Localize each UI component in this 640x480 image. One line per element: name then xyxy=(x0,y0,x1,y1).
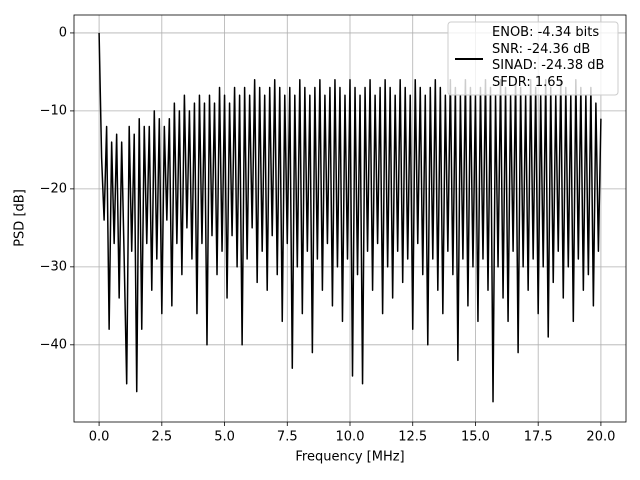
plot-frame xyxy=(73,14,627,423)
series-line xyxy=(98,32,602,403)
y-tick-label: 0 xyxy=(59,25,67,40)
legend-label: ENOB: -4.34 bits SNR: -24.36 dB SINAD: -… xyxy=(492,25,605,90)
legend-box xyxy=(447,21,619,96)
x-tick-label: 20.0 xyxy=(586,430,615,445)
x-tick-label: 17.5 xyxy=(524,430,553,445)
x-tick-label: 12.5 xyxy=(398,430,427,445)
x-axis-label: Frequency [MHz] xyxy=(295,450,404,465)
x-tick-label: 15.0 xyxy=(461,430,490,445)
x-tick-label: 10.0 xyxy=(336,430,365,445)
y-tick-label: −30 xyxy=(40,259,67,274)
y-tick-label: −40 xyxy=(40,337,67,352)
y-axis-label: PSD [dB] xyxy=(13,189,28,247)
x-tick-label: 0.0 xyxy=(89,430,110,445)
x-tick-label: 2.5 xyxy=(151,430,172,445)
x-tick-label: 7.5 xyxy=(277,430,298,445)
y-tick-label: −10 xyxy=(40,103,67,118)
x-tick-label: 5.0 xyxy=(214,430,235,445)
y-tick-label: −20 xyxy=(40,181,67,196)
